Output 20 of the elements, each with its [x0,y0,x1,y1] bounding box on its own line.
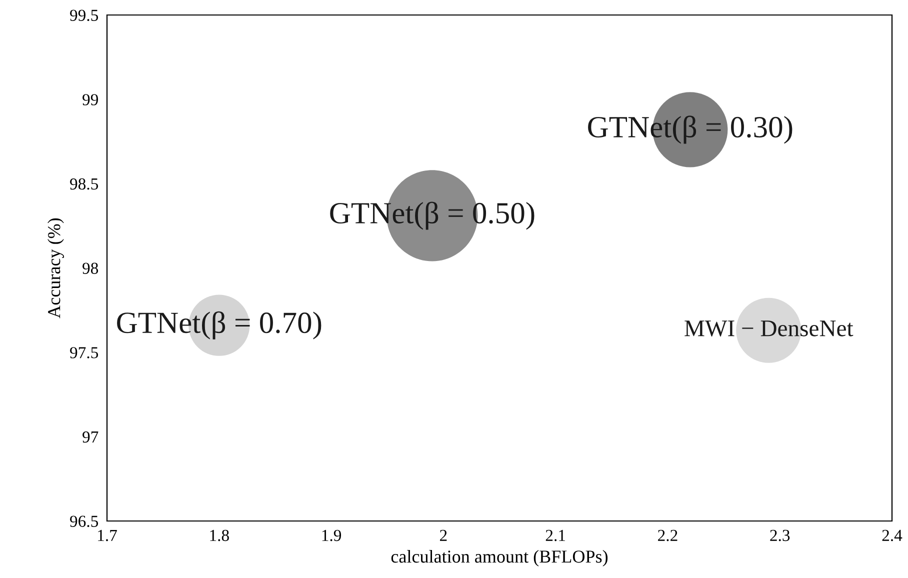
series-label: MWI − DenseNet [684,320,854,336]
y-tick-label: 98 [82,262,98,274]
x-tick-label: 2.4 [882,530,902,542]
x-tick-label: 1.8 [210,530,229,542]
y-axis-title: Accuracy (%) [48,218,64,318]
series-label: GTNet(β = 0.50) [330,202,534,230]
y-tick-label: 99 [82,94,98,106]
x-tick-label: 2 [440,530,447,541]
x-tick-label: 2.1 [546,530,565,542]
y-tick-label: 99.5 [70,10,98,22]
y-tick-label: 96.5 [70,516,98,528]
y-tick-label: 97.5 [70,347,98,358]
y-tick-label: 98.5 [70,178,98,190]
x-tick-label: 1.7 [98,530,117,542]
x-axis-title: calculation amount (BFLOPs) [391,550,608,566]
y-tick-label: 97 [82,431,98,443]
x-tick-label: 2.3 [770,530,790,542]
x-tick-label: 1.9 [322,530,342,542]
x-tick-label: 2.2 [658,530,678,542]
series-label: GTNet(β = 0.70) [117,311,322,340]
